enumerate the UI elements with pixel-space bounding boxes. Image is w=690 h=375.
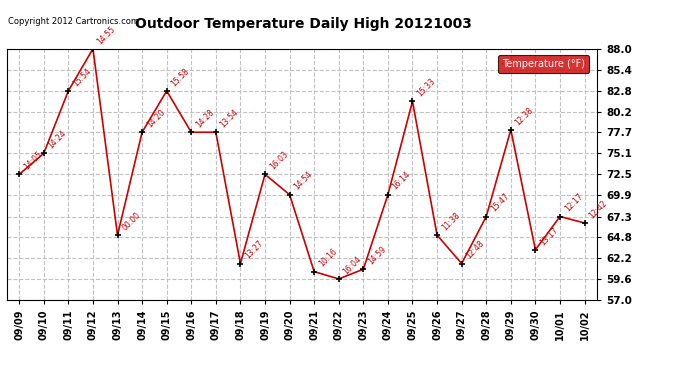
Text: 12:38: 12:38 <box>513 105 535 127</box>
Text: 13:17: 13:17 <box>538 225 560 247</box>
Text: 12:48: 12:48 <box>464 239 486 261</box>
Text: 13:54: 13:54 <box>219 108 240 129</box>
Text: 15:33: 15:33 <box>415 77 437 99</box>
Text: 12:17: 12:17 <box>563 192 584 214</box>
Text: 15:54: 15:54 <box>71 66 93 88</box>
Text: 15:47: 15:47 <box>489 192 511 214</box>
Text: 16:04: 16:04 <box>342 254 364 276</box>
Text: 10:16: 10:16 <box>317 247 339 269</box>
Text: Copyright 2012 Cartronics.com: Copyright 2012 Cartronics.com <box>8 17 139 26</box>
Text: 14:55: 14:55 <box>96 24 117 46</box>
Text: 16:14: 16:14 <box>391 170 413 192</box>
Text: 16:03: 16:03 <box>268 150 290 172</box>
Text: 14:20: 14:20 <box>145 108 166 129</box>
Text: 12:42: 12:42 <box>587 199 609 220</box>
Legend: Temperature (°F): Temperature (°F) <box>498 55 589 73</box>
Text: 14:54: 14:54 <box>293 170 314 192</box>
Text: 13:27: 13:27 <box>243 239 265 261</box>
Text: 14:24: 14:24 <box>46 129 68 150</box>
Text: 00:00: 00:00 <box>120 210 142 232</box>
Text: 14:05: 14:05 <box>22 150 43 172</box>
Text: Outdoor Temperature Daily High 20121003: Outdoor Temperature Daily High 20121003 <box>135 17 472 31</box>
Text: 14:28: 14:28 <box>194 108 216 129</box>
Text: 14:59: 14:59 <box>366 244 388 266</box>
Text: 11:38: 11:38 <box>440 211 462 232</box>
Text: 15:58: 15:58 <box>170 66 191 88</box>
